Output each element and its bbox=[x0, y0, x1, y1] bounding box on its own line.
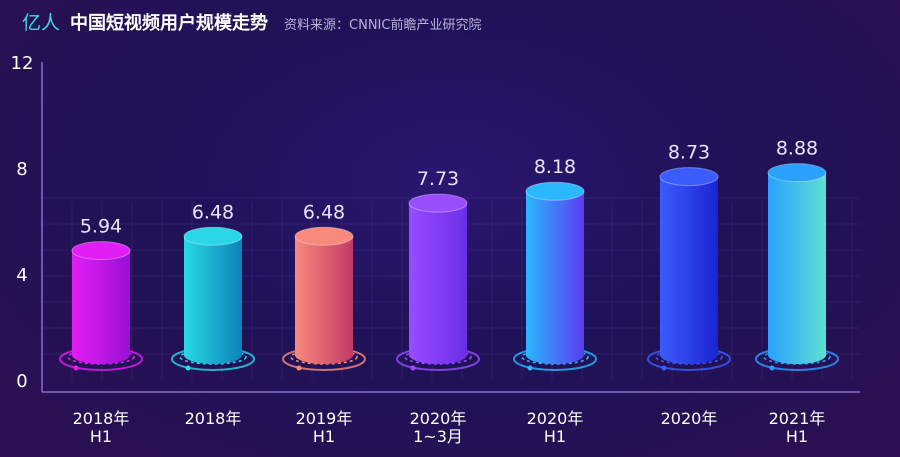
bar-base-dot bbox=[527, 365, 533, 371]
bar-top bbox=[294, 226, 354, 246]
x-tick-label: H1 bbox=[544, 427, 566, 446]
bar bbox=[184, 236, 242, 364]
data-label: 8.88 bbox=[776, 138, 818, 160]
x-tick-label: 2021年 bbox=[769, 409, 826, 428]
bar-base-dot bbox=[185, 365, 191, 371]
chart-title: 中国短视频用户规模走势 bbox=[70, 13, 269, 34]
data-label: 6.48 bbox=[192, 201, 234, 223]
data-label: 5.94 bbox=[80, 216, 122, 238]
data-label: 8.18 bbox=[534, 156, 576, 178]
y-tick-label: 12 bbox=[11, 53, 34, 74]
chart-header: 亿人 中国短视频用户规模走势 资料来源：CNNIC前瞻产业研究院 bbox=[22, 8, 481, 35]
y-tick-label: 8 bbox=[16, 159, 27, 180]
bar bbox=[526, 191, 584, 364]
bar-top bbox=[408, 193, 468, 213]
data-label: 7.73 bbox=[417, 168, 459, 190]
x-tick-label: H1 bbox=[786, 427, 808, 446]
x-tick-label: 2018年 bbox=[185, 409, 242, 428]
bar-base-dot bbox=[769, 365, 775, 371]
bar-top bbox=[767, 163, 827, 183]
bar-base-dot bbox=[410, 365, 416, 371]
bar bbox=[409, 203, 467, 364]
bar bbox=[768, 172, 826, 364]
x-tick-label: H1 bbox=[90, 427, 112, 446]
y-axis-unit: 亿人 bbox=[22, 12, 61, 34]
bar bbox=[295, 236, 353, 364]
bar-top bbox=[183, 226, 243, 246]
bar-top bbox=[71, 241, 131, 261]
x-tick-label: 2020年 bbox=[661, 409, 718, 428]
bar-top bbox=[659, 167, 719, 187]
data-label: 8.73 bbox=[668, 142, 710, 164]
data-source: 资料来源：CNNIC前瞻产业研究院 bbox=[284, 18, 482, 33]
bar-base-dot bbox=[661, 365, 667, 371]
bar bbox=[72, 250, 130, 364]
x-tick-label: 2020年 bbox=[527, 409, 584, 428]
x-tick-label: 2019年 bbox=[296, 409, 353, 428]
bar-base-dot bbox=[296, 365, 302, 371]
x-tick-label: 1~3月 bbox=[413, 427, 463, 446]
data-label: 6.48 bbox=[303, 201, 345, 223]
x-tick-label: 2020年 bbox=[410, 409, 467, 428]
bar-top bbox=[525, 181, 585, 201]
bar bbox=[660, 176, 718, 364]
y-tick-label: 0 bbox=[16, 371, 27, 392]
x-tick-label: 2018年 bbox=[73, 409, 130, 428]
y-tick-label: 4 bbox=[16, 265, 27, 286]
bar-base-dot bbox=[73, 365, 79, 371]
x-tick-label: H1 bbox=[313, 427, 335, 446]
